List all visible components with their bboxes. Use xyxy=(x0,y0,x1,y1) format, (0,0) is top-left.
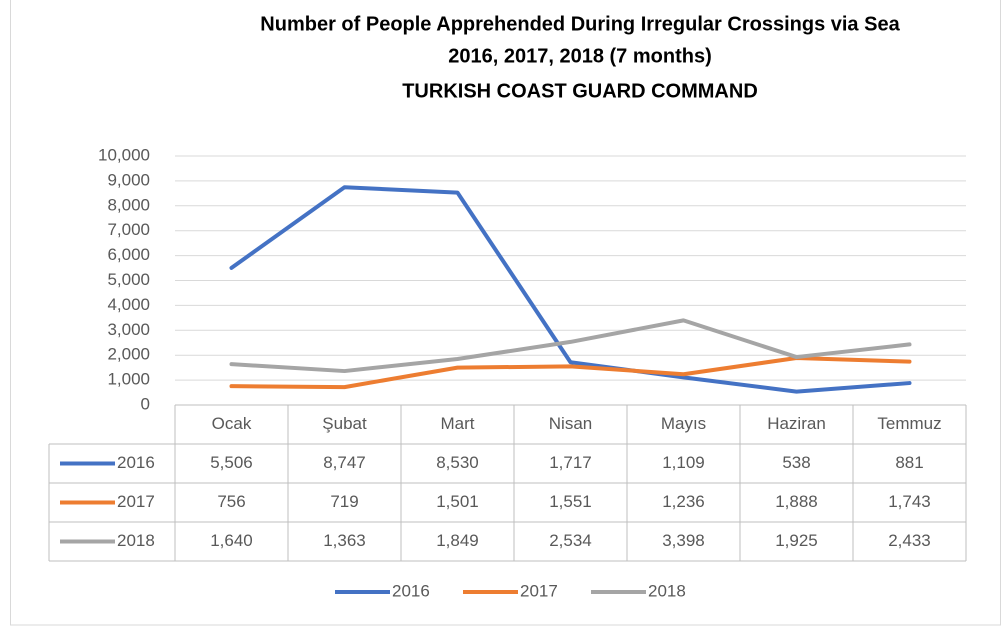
legend-label: 2018 xyxy=(648,581,686,600)
table-series-name: 2016 xyxy=(117,453,155,472)
y-tick-label: 5,000 xyxy=(107,270,150,289)
y-tick-label: 7,000 xyxy=(107,220,150,239)
table-value: 756 xyxy=(217,492,245,511)
chart-title: TURKISH COAST GUARD COMMAND xyxy=(402,80,758,102)
x-tick-label: Haziran xyxy=(767,414,826,433)
y-tick-label: 8,000 xyxy=(107,195,150,214)
table-value: 1,109 xyxy=(662,453,705,472)
chart-title: Number of People Apprehended During Irre… xyxy=(260,13,900,35)
x-tick-label: Mayıs xyxy=(661,414,706,433)
table-value: 3,398 xyxy=(662,531,705,550)
table-series-name: 2018 xyxy=(117,531,155,550)
x-tick-label: Nisan xyxy=(549,414,592,433)
table-value: 538 xyxy=(782,453,810,472)
table-value: 719 xyxy=(330,492,358,511)
table-value: 1,640 xyxy=(210,531,253,550)
x-tick-label: Mart xyxy=(441,414,475,433)
y-tick-label: 4,000 xyxy=(107,295,150,314)
y-tick-label: 2,000 xyxy=(107,345,150,364)
chart-title: 2016, 2017, 2018 (7 months) xyxy=(448,45,711,67)
y-tick-label: 6,000 xyxy=(107,245,150,264)
table-series-name: 2017 xyxy=(117,492,155,511)
table-value: 881 xyxy=(895,453,923,472)
series-line xyxy=(229,318,912,374)
table-value: 1,551 xyxy=(549,492,592,511)
table-value: 1,236 xyxy=(662,492,705,511)
table-value: 8,530 xyxy=(436,453,479,472)
table-value: 8,747 xyxy=(323,453,366,472)
y-tick-label: 3,000 xyxy=(107,320,150,339)
y-tick-label: 9,000 xyxy=(107,170,150,189)
table-value: 1,501 xyxy=(436,492,479,511)
table-value: 2,534 xyxy=(549,531,592,550)
table-value: 1,849 xyxy=(436,531,479,550)
x-tick-label: Temmuz xyxy=(877,414,941,433)
table-value: 1,743 xyxy=(888,492,931,511)
y-tick-label: 10,000 xyxy=(98,145,150,164)
x-tick-label: Şubat xyxy=(322,414,367,433)
table-value: 1,888 xyxy=(775,492,818,511)
legend-label: 2017 xyxy=(520,581,558,600)
table-value: 1,363 xyxy=(323,531,366,550)
x-tick-label: Ocak xyxy=(212,414,252,433)
table-value: 1,717 xyxy=(549,453,592,472)
table-value: 5,506 xyxy=(210,453,253,472)
y-tick-label: 0 xyxy=(141,394,150,413)
table-value: 1,925 xyxy=(775,531,818,550)
series-line xyxy=(229,185,912,394)
legend-label: 2016 xyxy=(392,581,430,600)
y-tick-label: 1,000 xyxy=(107,370,150,389)
table-value: 2,433 xyxy=(888,531,931,550)
